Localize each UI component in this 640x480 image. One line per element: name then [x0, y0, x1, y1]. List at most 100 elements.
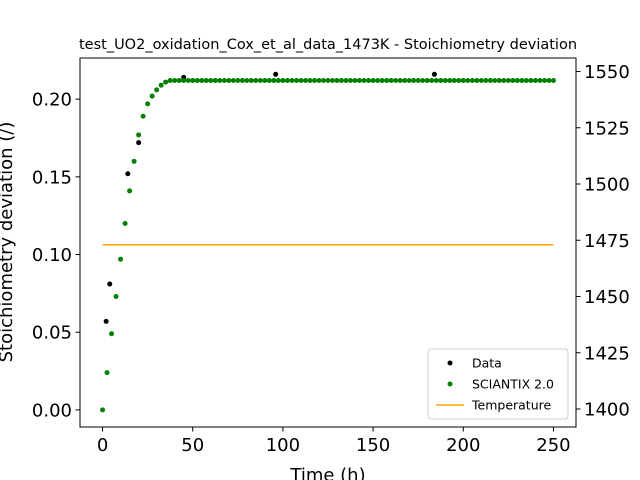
y2-tick-label-6: 1550: [584, 62, 630, 83]
data-point-s1-19: [185, 78, 191, 84]
data-point-s1-10: [145, 101, 151, 107]
data-point-s1-8: [136, 132, 142, 138]
data-point-s1-72: [424, 78, 430, 84]
legend-swatch-0: [447, 360, 453, 366]
data-point-s1-76: [442, 78, 448, 84]
data-point-s1-41: [284, 78, 290, 84]
data-point-s1-80: [460, 78, 466, 84]
data-point-s1-0: [100, 407, 106, 413]
x-tick-label-2: 100: [266, 435, 300, 456]
data-point-s1-27: [221, 78, 227, 84]
data-point-s1-50: [325, 78, 331, 84]
plot-axes: 0 50 100 150 200 250 0.00 0.05 0.10 0.15 0.20 1400 1…: [32, 57, 630, 456]
data-point-s1-48: [316, 78, 322, 84]
x-tick-label-0: 0: [97, 435, 108, 456]
data-point-s1-37: [266, 78, 272, 84]
data-point-s1-61: [375, 78, 381, 84]
data-point-s1-88: [496, 78, 502, 84]
data-point-s1-49: [320, 78, 326, 84]
data-point-s1-74: [433, 78, 439, 84]
plot-marks: [100, 71, 556, 413]
legend-label-2: Temperature: [471, 398, 551, 413]
data-point-s1-53: [339, 78, 345, 84]
legend-label-1: SCIANTIX 2.0: [472, 377, 554, 392]
data-point-s1-31: [239, 78, 245, 84]
data-point-s1-28: [226, 78, 232, 84]
data-point-s1-33: [248, 78, 254, 84]
data-point-s1-93: [519, 78, 525, 84]
data-point-s0-5: [273, 71, 279, 77]
data-point-s1-16: [172, 78, 178, 84]
data-point-s1-97: [537, 78, 543, 84]
y-tick-label-2: 0.10: [32, 245, 72, 266]
data-point-s1-91: [510, 78, 516, 84]
data-point-s1-64: [388, 78, 394, 84]
legend-label-0: Data: [472, 356, 502, 371]
data-point-s1-13: [158, 82, 164, 88]
data-point-s1-4: [118, 256, 124, 262]
data-point-s1-20: [190, 78, 196, 84]
data-point-s1-34: [253, 78, 259, 84]
data-point-s1-39: [275, 78, 281, 84]
data-point-s1-85: [483, 78, 489, 84]
data-point-s1-63: [384, 78, 390, 84]
y-tick-label-3: 0.15: [32, 167, 72, 188]
data-point-s1-87: [492, 78, 498, 84]
data-point-s1-78: [451, 78, 457, 84]
x-tick-label-4: 200: [446, 435, 480, 456]
y2-tick-label-2: 1450: [584, 287, 630, 308]
data-point-s1-24: [208, 78, 214, 84]
data-point-s1-77: [447, 78, 453, 84]
data-point-s1-18: [181, 78, 187, 84]
data-point-s1-89: [501, 78, 507, 84]
y2-tick-label-0: 1400: [584, 400, 630, 421]
data-point-s1-81: [465, 78, 471, 84]
series-1-points: [100, 78, 556, 413]
data-point-s1-86: [487, 78, 493, 84]
data-point-s1-69: [411, 78, 417, 84]
data-point-s1-36: [262, 78, 268, 84]
y2-tick-label-4: 1500: [584, 175, 630, 196]
data-point-s1-84: [478, 78, 484, 84]
data-point-s1-58: [361, 78, 367, 84]
y2-tick-label-3: 1475: [584, 231, 630, 252]
data-point-s1-3: [113, 293, 119, 299]
data-point-s1-22: [199, 78, 205, 84]
data-point-s1-56: [352, 78, 358, 84]
data-point-s1-83: [474, 78, 480, 84]
data-point-s1-6: [127, 188, 133, 194]
data-point-s1-32: [244, 78, 250, 84]
data-point-s1-71: [420, 78, 426, 84]
x-tick-label-3: 150: [356, 435, 390, 456]
data-point-s1-30: [235, 78, 241, 84]
data-point-s1-5: [122, 220, 128, 226]
y-tick-label-0: 0.00: [32, 400, 72, 421]
chart-title: test_UO2_oxidation_Cox_et_al_data_1473K …: [79, 37, 577, 53]
data-point-s1-90: [505, 78, 511, 84]
x-tick-label-5: 250: [536, 435, 570, 456]
data-point-s1-62: [379, 78, 385, 84]
data-point-s0-2: [125, 171, 131, 177]
x-tick-label-1: 50: [181, 435, 204, 456]
data-point-s1-46: [307, 78, 313, 84]
y-tick-label-4: 0.20: [32, 90, 72, 111]
data-point-s1-79: [456, 78, 462, 84]
data-point-s1-15: [167, 78, 173, 84]
data-point-s1-65: [393, 78, 399, 84]
data-point-s1-100: [550, 78, 556, 84]
y-axis-title: Stoichiometry deviation (/): [0, 122, 17, 363]
data-point-s1-66: [397, 78, 403, 84]
data-point-s1-14: [163, 79, 169, 85]
data-point-s1-52: [334, 78, 340, 84]
data-point-s1-75: [438, 78, 444, 84]
data-point-s1-68: [406, 78, 412, 84]
data-point-s1-94: [523, 78, 529, 84]
y2-tick-label-5: 1525: [584, 118, 630, 139]
data-point-s1-45: [302, 78, 308, 84]
data-point-s1-55: [348, 78, 354, 84]
data-point-s1-67: [402, 78, 408, 84]
data-point-s1-99: [546, 78, 552, 84]
legend-swatch-1: [447, 381, 453, 387]
data-point-s1-44: [298, 78, 304, 84]
data-point-s1-59: [366, 78, 372, 84]
